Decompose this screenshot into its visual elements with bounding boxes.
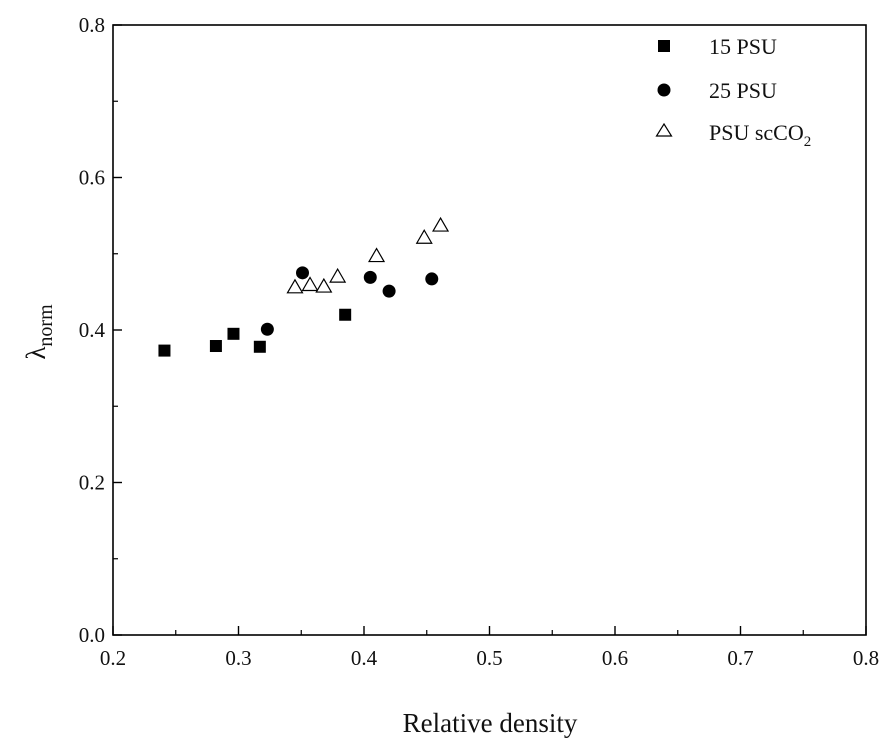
y-axis-title-sub: norm — [35, 304, 57, 347]
legend-marker-15-psu — [658, 40, 670, 52]
x-axis-ticks: 0.2 0.3 0.4 0.5 0.6 0.7 0.8 — [100, 626, 879, 670]
x-tick-label: 0.8 — [853, 646, 879, 670]
y-tick-label: 0.4 — [79, 318, 106, 342]
y-tick-label: 0.6 — [79, 166, 105, 190]
legend-marker-25-psu — [657, 83, 671, 97]
plot-frame — [112, 24, 867, 636]
y-axis-title-main: λ — [21, 347, 51, 360]
legend: 15 PSU 25 PSU PSU scCO2 — [655, 34, 811, 150]
point-psu-scco2 — [301, 276, 319, 292]
point-25-psu — [296, 266, 310, 280]
point-psu-scco2 — [286, 278, 304, 294]
y-tick-label: 0.2 — [79, 471, 105, 495]
legend-marker-psu-scco2 — [655, 122, 673, 137]
legend-label-15-psu: 15 PSU — [709, 34, 777, 59]
legend-label-psu-scco2-sub: 2 — [804, 134, 812, 150]
x-tick-label: 0.4 — [351, 646, 378, 670]
x-tick-label: 0.6 — [602, 646, 628, 670]
point-psu-scco2 — [415, 229, 433, 244]
point-psu-scco2 — [315, 277, 333, 293]
point-25-psu — [425, 272, 439, 286]
x-tick-label: 0.2 — [100, 646, 126, 670]
point-15-psu — [227, 327, 240, 340]
point-psu-scco2 — [329, 267, 347, 283]
data-points — [158, 216, 450, 357]
point-15-psu — [253, 340, 266, 353]
x-tick-label: 0.3 — [225, 646, 251, 670]
y-axis-ticks: 0.0 0.2 0.4 0.6 0.8 — [79, 13, 122, 647]
point-15-psu — [209, 340, 222, 353]
point-psu-scco2 — [368, 247, 386, 263]
x-tick-label: 0.7 — [727, 646, 753, 670]
y-axis-title: λnorm — [21, 304, 57, 360]
legend-label-25-psu: 25 PSU — [709, 78, 777, 103]
point-15-psu — [158, 344, 171, 357]
x-tick-label: 0.5 — [476, 646, 502, 670]
legend-label-psu-scco2-main: PSU scCO — [709, 120, 804, 145]
point-25-psu — [382, 284, 396, 298]
y-tick-label: 0.0 — [79, 623, 105, 647]
point-25-psu — [363, 270, 377, 284]
point-15-psu — [339, 308, 352, 321]
legend-label-psu-scco2: PSU scCO2 — [709, 120, 811, 150]
point-psu-scco2 — [432, 216, 450, 232]
x-axis-title: Relative density — [403, 708, 578, 738]
point-25-psu — [260, 322, 274, 336]
y-tick-label: 0.8 — [79, 13, 105, 37]
